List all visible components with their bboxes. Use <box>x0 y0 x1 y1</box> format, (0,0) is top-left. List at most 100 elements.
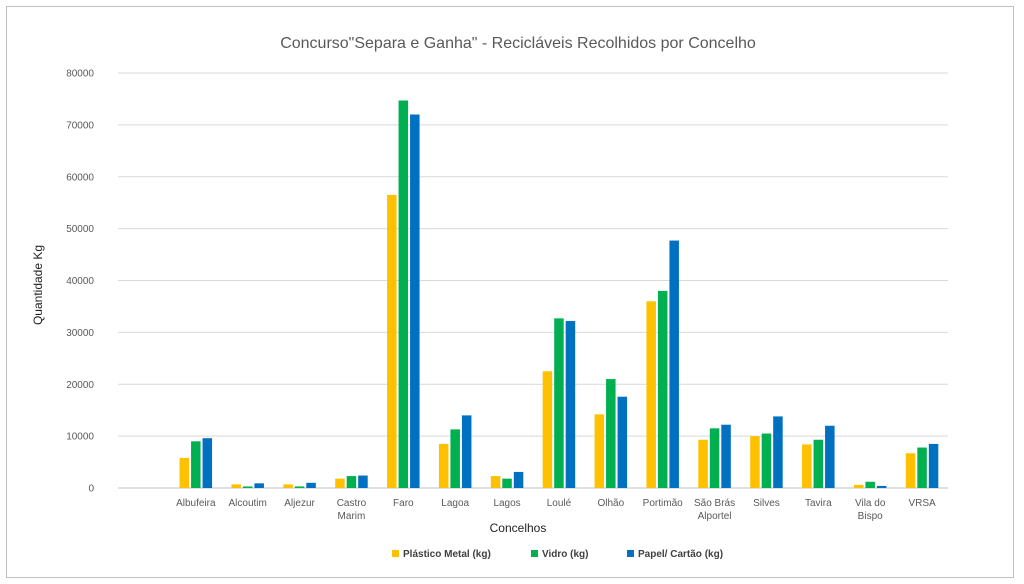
x-tick-label: Alportel <box>698 511 732 522</box>
bar-group <box>646 240 679 488</box>
bar <box>513 471 524 488</box>
x-tick-label: Lagoa <box>441 498 469 509</box>
y-axis-label: Quantidade Kg <box>31 245 45 325</box>
y-tick-label: 70000 <box>66 120 94 131</box>
bar <box>657 290 668 488</box>
bar-group <box>335 475 368 488</box>
bar <box>346 476 357 488</box>
bar-group <box>802 425 835 488</box>
bar <box>242 486 253 488</box>
bar <box>865 481 875 488</box>
bar <box>554 318 564 488</box>
bar <box>825 425 835 488</box>
bar-group <box>853 481 887 488</box>
bar-group <box>283 482 316 488</box>
legend-label: Plástico Metal (kg) <box>403 549 491 560</box>
x-tick-label: Aljezur <box>284 498 315 509</box>
bar <box>410 114 420 488</box>
x-tick-label: Alcoutim <box>229 498 267 509</box>
bar-group <box>438 415 472 488</box>
legend-label: Papel/ Cartão (kg) <box>638 549 723 560</box>
bar <box>294 486 305 488</box>
bar <box>450 429 460 488</box>
bar-group <box>179 438 213 488</box>
bar <box>617 396 628 488</box>
legend-swatch <box>531 550 538 557</box>
legend-item: Papel/ Cartão (kg) <box>627 549 723 560</box>
y-tick-label: 50000 <box>66 224 94 235</box>
x-tick-label: Lagos <box>493 498 520 509</box>
legend-item: Vidro (kg) <box>531 549 588 560</box>
x-tick-label: Portimão <box>643 498 683 509</box>
y-tick-label: 30000 <box>66 328 94 339</box>
x-tick-label: Castro <box>337 498 367 509</box>
bar <box>876 485 887 488</box>
bar <box>335 478 345 488</box>
x-axis-label: Concelhos <box>490 521 547 535</box>
bar-group <box>698 424 731 488</box>
bar <box>646 301 656 488</box>
bar <box>594 414 605 488</box>
x-tick-label: São Brás <box>694 498 735 509</box>
legend: Plástico Metal (kg) Vidro (kg) Papel/ Cart… <box>392 549 723 560</box>
bar <box>202 438 213 488</box>
bar <box>179 457 190 488</box>
legend-swatch <box>627 550 634 557</box>
bar <box>358 475 368 488</box>
bar <box>502 478 512 488</box>
bar <box>813 439 824 488</box>
bar <box>565 320 576 488</box>
bar <box>606 379 616 488</box>
legend-swatch <box>392 550 399 557</box>
x-tick-label: Tavira <box>805 498 832 509</box>
y-tick-label: 60000 <box>66 172 94 183</box>
bar <box>490 476 501 488</box>
y-tick-label: 0 <box>88 484 94 495</box>
bar <box>773 416 783 488</box>
bar-group <box>594 379 628 488</box>
y-tick-label: 10000 <box>66 432 94 443</box>
x-tick-label: Faro <box>393 498 414 509</box>
bar-group <box>750 416 783 488</box>
y-axis-ticks: 0 10000 20000 30000 40000 50000 60000 70000 8000… <box>66 69 94 495</box>
bar-group <box>231 483 264 488</box>
bar <box>191 441 201 488</box>
bar <box>721 424 731 488</box>
x-tick-label: Bispo <box>858 511 883 522</box>
bar <box>709 428 720 488</box>
bar <box>438 443 449 488</box>
bar <box>461 415 472 488</box>
bar-group <box>905 443 939 488</box>
bar <box>928 443 939 488</box>
x-tick-label: Albufeira <box>176 498 216 509</box>
x-tick-label: VRSA <box>908 498 936 509</box>
bar <box>398 100 409 489</box>
y-tick-label: 80000 <box>66 69 94 80</box>
bar <box>542 371 553 488</box>
bar <box>231 484 241 488</box>
bar <box>853 484 864 488</box>
bar <box>254 483 264 488</box>
gridlines <box>118 72 948 489</box>
y-tick-label: 40000 <box>66 276 94 287</box>
bar <box>905 453 916 488</box>
bar <box>802 444 812 488</box>
x-tick-label: Silves <box>753 498 780 509</box>
bar-group <box>387 100 420 489</box>
bar <box>917 447 927 488</box>
x-tick-label: Vila do <box>855 498 886 509</box>
bar <box>750 436 760 488</box>
x-axis-ticks: Albufeira Alcoutim Aljezur Castro Marim Faro L… <box>176 498 936 522</box>
bar-group <box>490 471 524 488</box>
bar <box>761 433 772 488</box>
bar-group <box>542 318 576 488</box>
legend-item: Plástico Metal (kg) <box>392 549 491 560</box>
bar <box>283 484 293 488</box>
y-tick-label: 20000 <box>66 380 94 391</box>
chart-title: Concurso"Separa e Ganha" - Recicláveis R… <box>280 35 756 52</box>
bar <box>698 439 708 488</box>
legend-label: Vidro (kg) <box>542 549 588 560</box>
bar <box>306 482 316 488</box>
bars <box>179 100 939 489</box>
